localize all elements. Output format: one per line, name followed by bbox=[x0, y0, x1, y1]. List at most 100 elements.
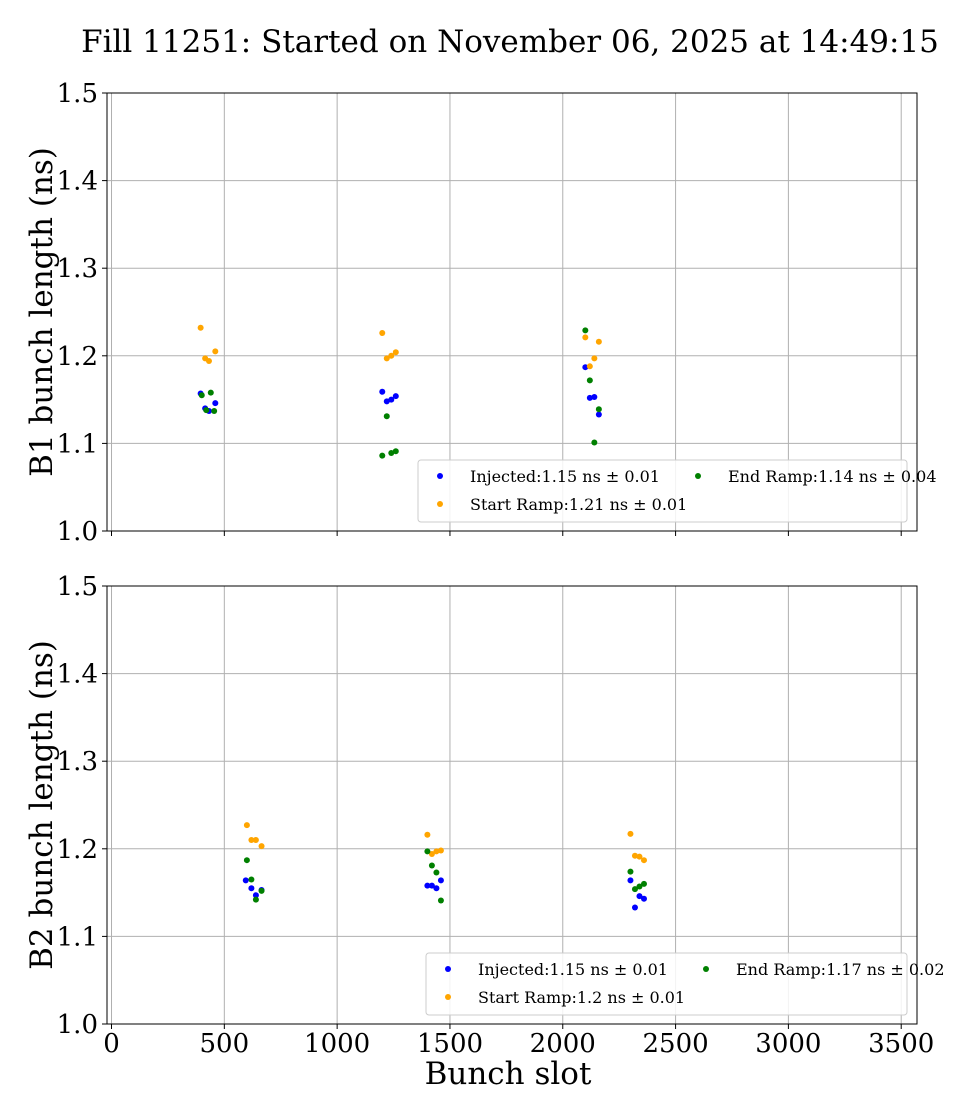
legend-entry: Start Ramp:1.21 ns ± 0.01 bbox=[470, 495, 687, 514]
data-point bbox=[388, 450, 395, 457]
x-tick-label: 0 bbox=[103, 1029, 120, 1059]
y-axis-label: B1 bunch length (ns) bbox=[24, 147, 60, 477]
data-point bbox=[595, 406, 602, 413]
data-point bbox=[582, 334, 589, 341]
legend-entry: Injected:1.15 ns ± 0.01 bbox=[470, 467, 660, 486]
y-tick-label: 1.0 bbox=[57, 1010, 98, 1040]
data-point bbox=[582, 364, 589, 371]
data-point bbox=[392, 448, 399, 455]
data-point bbox=[243, 857, 250, 864]
data-point bbox=[392, 349, 399, 356]
data-point bbox=[595, 338, 602, 345]
legend-marker bbox=[437, 473, 443, 479]
data-point bbox=[595, 411, 602, 418]
legend-marker bbox=[445, 994, 451, 1000]
legend-box bbox=[417, 459, 908, 523]
y-tick-label: 1.4 bbox=[57, 660, 98, 690]
data-point bbox=[211, 407, 218, 414]
series-end-ramp bbox=[198, 327, 602, 459]
data-point bbox=[424, 848, 431, 855]
data-point bbox=[640, 895, 647, 902]
y-tick-label: 1.1 bbox=[57, 429, 98, 459]
series-start-ramp bbox=[243, 822, 647, 864]
series-injected bbox=[242, 877, 647, 911]
data-point bbox=[586, 363, 593, 370]
y-tick-label: 1.5 bbox=[57, 79, 98, 109]
data-point bbox=[383, 355, 390, 362]
data-point bbox=[388, 396, 395, 403]
data-point bbox=[379, 452, 386, 459]
y-tick-label: 1.0 bbox=[57, 517, 98, 547]
data-point bbox=[388, 352, 395, 359]
data-point bbox=[636, 883, 643, 890]
legend-entry: End Ramp:1.17 ns ± 0.02 bbox=[736, 960, 945, 979]
data-point bbox=[242, 877, 249, 884]
data-point bbox=[428, 851, 435, 858]
data-point bbox=[197, 324, 204, 331]
legend-entry: Start Ramp:1.2 ns ± 0.01 bbox=[478, 988, 685, 1007]
data-point bbox=[379, 388, 386, 395]
chart-title: Fill 11251: Started on November 06, 2025… bbox=[81, 24, 939, 60]
data-point bbox=[586, 394, 593, 401]
data-point bbox=[437, 897, 444, 904]
data-point bbox=[428, 882, 435, 889]
plot-2: 0 500 1000 1500 2000 2500 3000 3500 1.0 1.1 1.2 1.3… bbox=[24, 572, 945, 1092]
data-point bbox=[631, 852, 638, 859]
x-tick-label: 3500 bbox=[868, 1029, 934, 1059]
data-point bbox=[258, 887, 265, 894]
y-tick-label: 1.1 bbox=[57, 922, 98, 952]
data-point bbox=[591, 393, 598, 400]
data-point bbox=[392, 393, 399, 400]
plot-frame bbox=[106, 585, 918, 1025]
plot-frame bbox=[106, 92, 918, 532]
data-point bbox=[640, 857, 647, 864]
series-injected bbox=[197, 364, 602, 418]
data-point bbox=[627, 830, 634, 837]
y-axis-label: B2 bunch length (ns) bbox=[24, 640, 60, 970]
data-point bbox=[383, 398, 390, 405]
y-tick-label: 1.2 bbox=[57, 342, 98, 372]
data-point bbox=[205, 358, 212, 365]
data-point bbox=[437, 877, 444, 884]
data-point bbox=[248, 876, 255, 883]
plot-1: 1.0 1.1 1.2 1.3 1.4 1.5 B1 bunch length (ns) In… bbox=[24, 79, 937, 547]
legend-entry: Injected:1.15 ns ± 0.01 bbox=[478, 960, 668, 979]
legend-marker bbox=[695, 473, 701, 479]
data-point bbox=[433, 885, 440, 892]
data-point bbox=[433, 869, 440, 876]
series-end-ramp bbox=[243, 848, 647, 904]
series-start-ramp bbox=[197, 324, 602, 370]
data-point bbox=[258, 843, 265, 850]
data-point bbox=[437, 847, 444, 854]
data-point bbox=[252, 892, 259, 899]
data-point bbox=[424, 831, 431, 838]
data-point bbox=[640, 880, 647, 887]
data-point bbox=[433, 848, 440, 855]
data-point bbox=[252, 837, 259, 844]
data-point bbox=[586, 377, 593, 384]
y-tick-label: 1.4 bbox=[57, 167, 98, 197]
data-point bbox=[248, 885, 255, 892]
x-tick-label: 3000 bbox=[755, 1029, 821, 1059]
x-axis-label: Bunch slot bbox=[425, 1056, 592, 1092]
y-tick-label: 1.3 bbox=[57, 254, 98, 284]
x-tick-label: 1000 bbox=[304, 1029, 370, 1059]
y-tick-label: 1.3 bbox=[57, 747, 98, 777]
data-point bbox=[212, 400, 219, 407]
data-point bbox=[203, 407, 210, 414]
x-tick-label: 2500 bbox=[642, 1029, 708, 1059]
data-point bbox=[636, 853, 643, 860]
legend-marker bbox=[437, 501, 443, 507]
legend: Injected:1.15 ns ± 0.01 Start Ramp:1.21 n… bbox=[417, 459, 937, 523]
data-point bbox=[212, 348, 219, 355]
data-point bbox=[627, 868, 634, 875]
data-point bbox=[591, 439, 598, 446]
data-point bbox=[631, 886, 638, 893]
data-point bbox=[631, 904, 638, 911]
legend-box bbox=[425, 952, 908, 1016]
data-point bbox=[428, 862, 435, 869]
y-tick-label: 1.2 bbox=[57, 835, 98, 865]
x-tick-label: 500 bbox=[200, 1029, 250, 1059]
data-point bbox=[591, 355, 598, 362]
